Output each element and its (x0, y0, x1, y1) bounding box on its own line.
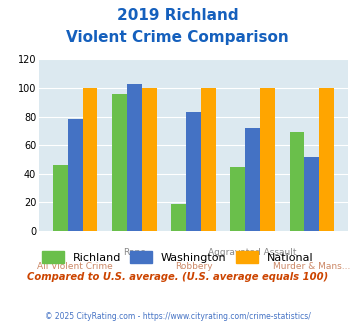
Bar (68, 119, 83, 231)
Bar (53, 165, 68, 231)
Bar (201, 88, 215, 231)
Text: Violent Crime Comparison: Violent Crime Comparison (66, 30, 289, 45)
Bar (245, 128, 260, 231)
Bar (230, 167, 245, 231)
Bar (83, 88, 97, 231)
Text: Robbery: Robbery (175, 262, 212, 271)
Bar (127, 84, 142, 231)
Bar (186, 112, 201, 231)
Bar (260, 88, 275, 231)
Text: Compared to U.S. average. (U.S. average equals 100): Compared to U.S. average. (U.S. average … (27, 272, 328, 282)
Text: Murder & Mans...: Murder & Mans... (273, 262, 350, 271)
Bar (319, 88, 334, 231)
Text: Rape: Rape (123, 248, 146, 257)
Text: 2019 Richland: 2019 Richland (117, 8, 238, 23)
Bar (304, 157, 319, 231)
Text: © 2025 CityRating.com - https://www.cityrating.com/crime-statistics/: © 2025 CityRating.com - https://www.city… (45, 312, 310, 321)
Bar (142, 88, 157, 231)
Bar (290, 132, 304, 231)
Bar (171, 204, 186, 231)
Text: Aggravated Assault: Aggravated Assault (208, 248, 297, 257)
Text: All Violent Crime: All Violent Crime (37, 262, 113, 271)
Legend: Richland, Washington, National: Richland, Washington, National (42, 251, 313, 263)
Bar (112, 94, 127, 231)
